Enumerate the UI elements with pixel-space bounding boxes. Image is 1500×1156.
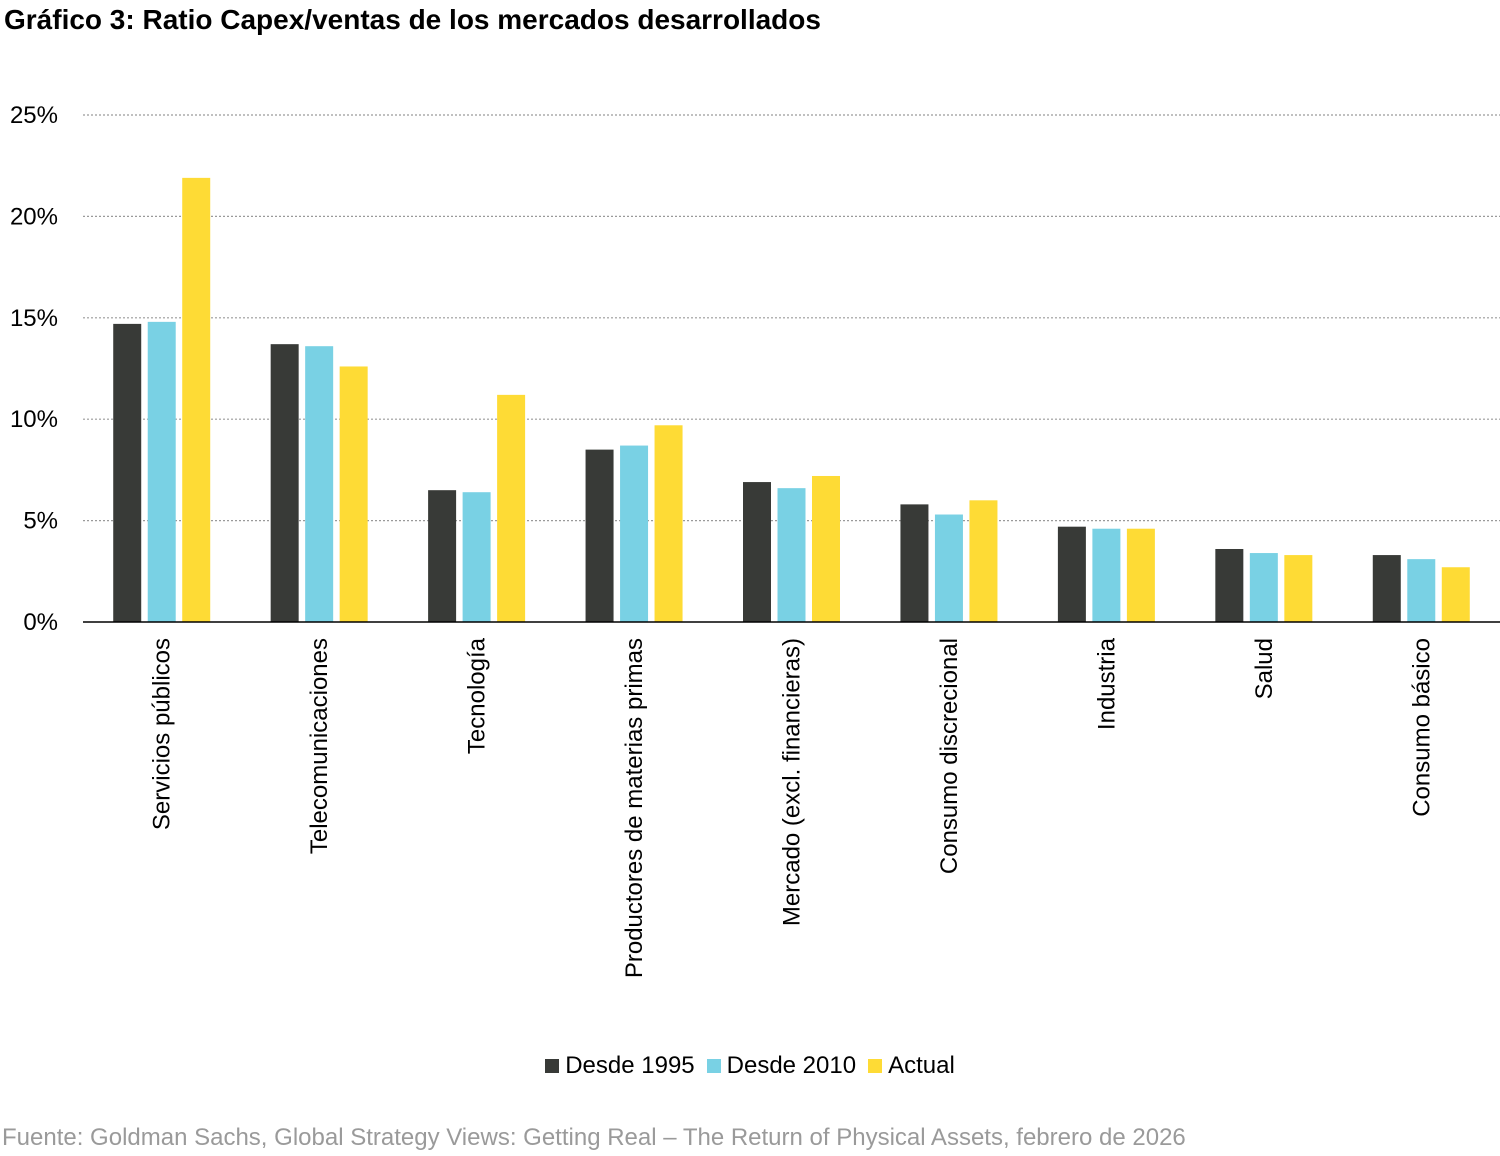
bar-actual — [812, 475, 840, 622]
bar-desde-2010 — [1092, 528, 1121, 622]
bar-desde-1995 — [1057, 526, 1086, 622]
y-tick-label: 10% — [10, 406, 58, 433]
legend-label: Desde 2010 — [726, 1052, 857, 1079]
bar-desde-2010 — [305, 346, 334, 622]
bar-desde-1995 — [428, 490, 457, 622]
x-axis-labels: Servicios públicos Telecomunicaciones Tecn… — [149, 637, 1436, 978]
x-tick-label: Productores de materias primas — [621, 638, 648, 978]
legend: Desde 1995 Desde 2010 Actual — [0, 1052, 1500, 1080]
bar-actual — [1126, 528, 1155, 622]
bar-desde-1995 — [1372, 555, 1401, 622]
bar-desde-2010 — [462, 492, 491, 622]
chart-title: Gráfico 3: Ratio Capex/ventas de los mer… — [4, 4, 821, 35]
x-tick-label: Servicios públicos — [149, 638, 176, 830]
y-tick-label: 15% — [10, 305, 58, 332]
bar-desde-2010 — [1249, 553, 1278, 622]
x-tick-label: Industria — [1093, 637, 1120, 730]
bar-actual — [1284, 555, 1313, 622]
bar-desde-1995 — [1215, 548, 1244, 622]
legend-swatch — [868, 1059, 883, 1073]
bar-desde-1995 — [743, 482, 771, 622]
bar-desde-1995 — [585, 449, 614, 622]
bar-desde-2010 — [1407, 559, 1436, 622]
bar-desde-2010 — [147, 321, 176, 622]
bar-actual — [182, 177, 211, 623]
bar-desde-2010 — [934, 514, 963, 622]
bar-actual — [654, 425, 683, 622]
y-tick-label: 25% — [10, 102, 58, 129]
legend-item: Desde 2010 — [706, 1052, 857, 1080]
bar-desde-1995 — [270, 344, 299, 622]
y-tick-label: 20% — [10, 203, 58, 230]
legend-item: Desde 1995 — [545, 1052, 695, 1080]
legend-swatch — [545, 1059, 560, 1073]
bar-actual — [497, 394, 526, 622]
x-tick-label: Consumo discrecional — [936, 638, 963, 874]
bar-desde-2010 — [777, 488, 806, 622]
x-tick-label: Mercado (excl. financieras) — [779, 638, 806, 926]
x-tick-label: Consumo básico — [1408, 638, 1435, 817]
legend-swatch — [706, 1059, 721, 1073]
bar-actual — [339, 366, 368, 622]
x-tick-label: Telecomunicaciones — [306, 638, 333, 854]
bar-desde-1995 — [113, 323, 142, 622]
bar-desde-2010 — [620, 445, 649, 622]
legend-label: Actual — [888, 1052, 955, 1079]
source-note: Fuente: Goldman Sachs, Global Strategy V… — [2, 1124, 1186, 1151]
bar-desde-1995 — [900, 504, 929, 622]
bar-actual — [969, 500, 998, 622]
x-tick-label: Salud — [1251, 638, 1278, 699]
y-axis-ticks: 0% 5% 10% 15% 20% 25% — [10, 102, 58, 636]
legend-item: Actual — [868, 1052, 955, 1080]
bars — [113, 177, 1470, 623]
y-tick-label: 5% — [23, 508, 58, 535]
legend-label: Desde 1995 — [565, 1052, 695, 1079]
y-tick-label: 0% — [23, 609, 58, 636]
bar-actual — [1441, 567, 1470, 622]
x-tick-label: Tecnología — [464, 637, 491, 754]
